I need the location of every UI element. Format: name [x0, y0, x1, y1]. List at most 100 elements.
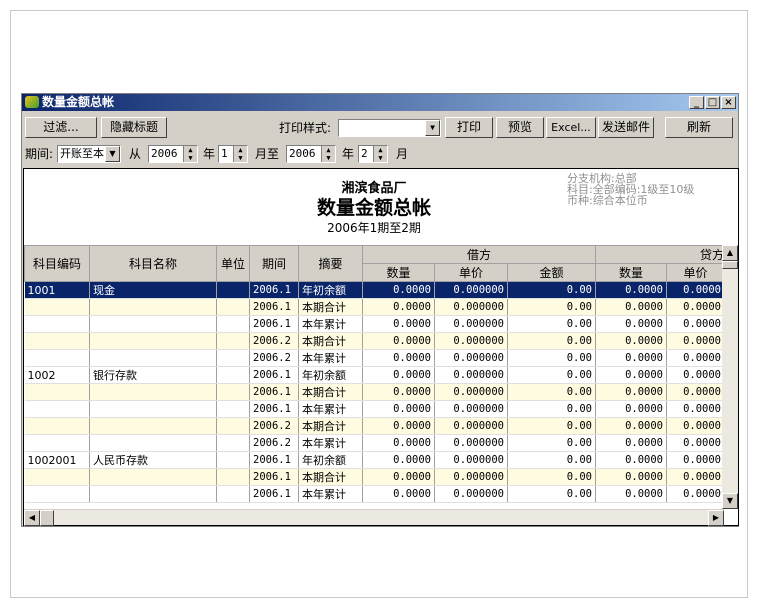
col-unit[interactable]: 单位 [216, 245, 250, 282]
table-row[interactable]: 2006.1 本期合计 0.0000 0.000000 0.00 0.0000 0.0000 [24, 468, 725, 486]
cell-code [24, 315, 90, 333]
cell-period: 2006.1 [249, 315, 299, 333]
cell-credit-price: 0.0000 [666, 400, 725, 418]
preview-button[interactable]: 预览 [496, 117, 544, 138]
filter-button[interactable]: 过滤... [25, 117, 97, 138]
cell-name [89, 400, 217, 418]
hide-title-button[interactable]: 隐藏标题 [101, 117, 167, 138]
month-to-label: 月至 [255, 147, 280, 161]
year-label-2: 年 [342, 147, 355, 161]
scroll-left-icon[interactable]: ◀ [24, 510, 40, 526]
cell-debit-amount: 0.00 [507, 468, 596, 486]
cell-credit-price: 0.0000 [666, 485, 725, 503]
table-row[interactable]: 1002001 人民币存款 2006.1 年初余额 0.0000 0.000000 0.00… [24, 451, 725, 469]
table-row[interactable]: 2006.1 本期合计 0.0000 0.000000 0.00 0.0000 0.0000 [24, 383, 725, 401]
col-name[interactable]: 科目名称 [89, 245, 217, 282]
col-credit-price[interactable]: 单价 [666, 263, 725, 282]
cell-credit-qty: 0.0000 [595, 298, 667, 316]
cell-credit-price: 0.0000 [666, 468, 725, 486]
cell-code [24, 349, 90, 367]
spin-arrows-icon[interactable]: ▲ ▼ [373, 146, 387, 162]
ledger-window: 数量金额总帐 _ □ × 过滤... 隐藏标题 打印样式: ▼ 打印 预览 Ex… [21, 93, 739, 527]
col-debit-amount[interactable]: 金额 [507, 263, 596, 282]
from-month-spinner[interactable]: 1 ▲ ▼ [218, 145, 248, 163]
table-row[interactable]: 2006.2 本期合计 0.0000 0.000000 0.00 0.0000 0.0000 [24, 417, 725, 435]
cell-debit-price: 0.000000 [434, 451, 508, 469]
period-mode-select[interactable]: 开账至本 ▼ [57, 145, 121, 163]
cell-unit [216, 298, 250, 316]
scroll-right-icon[interactable]: ▶ [708, 510, 724, 526]
spin-arrows-icon[interactable]: ▲ ▼ [183, 146, 197, 162]
scroll-down-icon[interactable]: ▼ [722, 493, 738, 509]
table-row[interactable]: 2006.2 本期合计 0.0000 0.000000 0.00 0.0000 0.0000 [24, 332, 725, 350]
vertical-scrollbar[interactable]: ▲ ▼ [722, 245, 738, 509]
cell-debit-price: 0.000000 [434, 434, 508, 452]
hscroll-thumb[interactable] [40, 510, 54, 526]
col-credit-qty[interactable]: 数量 [595, 263, 667, 282]
table-row[interactable]: 2006.1 本年累计 0.0000 0.000000 0.00 0.0000 0.0000 [24, 315, 725, 333]
cell-credit-price: 0.0000 [666, 417, 725, 435]
table-row[interactable]: 1002 银行存款 2006.1 年初余额 0.0000 0.000000 0.00 0.00… [24, 366, 725, 384]
spin-arrows-icon[interactable]: ▲ ▼ [321, 146, 335, 162]
scroll-up-icon[interactable]: ▲ [722, 245, 738, 261]
table-row[interactable]: 2006.1 本年累计 0.0000 0.000000 0.00 0.0000 0.0000 [24, 400, 725, 418]
print-style-select[interactable]: ▼ [338, 119, 441, 137]
col-credit[interactable]: 贷方 [595, 245, 725, 264]
maximize-button[interactable]: □ [705, 96, 720, 109]
cell-name [89, 417, 217, 435]
cell-debit-qty: 0.0000 [362, 315, 435, 333]
cell-code [24, 332, 90, 350]
close-button[interactable]: × [721, 96, 736, 109]
cell-debit-price: 0.000000 [434, 366, 508, 384]
from-month-value: 1 [221, 147, 228, 160]
col-debit-qty[interactable]: 数量 [362, 263, 435, 282]
send-mail-button[interactable]: 发送邮件 [598, 117, 654, 138]
cell-debit-amount: 0.00 [507, 366, 596, 384]
cell-summary: 年初余额 [298, 451, 363, 469]
col-summary[interactable]: 摘要 [298, 245, 363, 282]
cell-debit-price: 0.000000 [434, 400, 508, 418]
scroll-thumb[interactable] [722, 261, 738, 269]
col-debit-price[interactable]: 单价 [434, 263, 508, 282]
cell-debit-qty: 0.0000 [362, 366, 435, 384]
print-button[interactable]: 打印 [445, 117, 493, 138]
col-period[interactable]: 期间 [249, 245, 299, 282]
dropdown-arrow-icon[interactable]: ▼ [105, 146, 120, 162]
cell-summary: 本期合计 [298, 383, 363, 401]
cell-debit-price: 0.000000 [434, 485, 508, 503]
cell-name [89, 315, 217, 333]
col-debit[interactable]: 借方 [362, 245, 596, 264]
spin-arrows-icon[interactable]: ▲ ▼ [233, 146, 247, 162]
table-row[interactable]: 2006.2 本年累计 0.0000 0.000000 0.00 0.0000 0.0000 [24, 434, 725, 452]
table-row[interactable]: 2006.2 本年累计 0.0000 0.000000 0.00 0.0000 0.0000 [24, 349, 725, 367]
table-row[interactable]: 2006.1 本期合计 0.0000 0.000000 0.00 0.0000 0.0000 [24, 298, 725, 316]
table-row[interactable]: 2006.1 本年累计 0.0000 0.000000 0.00 0.0000 0.0000 [24, 485, 725, 503]
cell-period: 2006.1 [249, 383, 299, 401]
horizontal-scrollbar[interactable]: ◀ ▶ [24, 509, 724, 526]
cell-name [89, 468, 217, 486]
cell-code [24, 298, 90, 316]
minimize-button[interactable]: _ [689, 96, 704, 109]
dropdown-arrow-icon[interactable]: ▼ [425, 120, 440, 136]
table-row[interactable]: 1001 现金 2006.1 年初余额 0.0000 0.000000 0.00 0.0000… [24, 281, 725, 299]
app-icon [25, 96, 39, 108]
cell-debit-qty: 0.0000 [362, 417, 435, 435]
cell-debit-qty: 0.0000 [362, 281, 435, 299]
cell-debit-price: 0.000000 [434, 468, 508, 486]
refresh-button[interactable]: 刷新 [665, 117, 733, 138]
cell-debit-price: 0.000000 [434, 281, 508, 299]
meta-branch: 分支机构:总部 [567, 172, 637, 185]
to-month-spinner[interactable]: 2 ▲ ▼ [358, 145, 388, 163]
col-code[interactable]: 科目编码 [24, 245, 90, 282]
excel-button[interactable]: Excel... [546, 117, 596, 138]
to-year-spinner[interactable]: 2006 ▲ ▼ [286, 145, 336, 163]
cell-code [24, 400, 90, 418]
cell-credit-price: 0.0000 [666, 349, 725, 367]
cell-credit-qty: 0.0000 [595, 468, 667, 486]
from-year-spinner[interactable]: 2006 ▲ ▼ [148, 145, 198, 163]
cell-period: 2006.1 [249, 366, 299, 384]
cell-debit-qty: 0.0000 [362, 349, 435, 367]
cell-period: 2006.2 [249, 349, 299, 367]
cell-debit-qty: 0.0000 [362, 434, 435, 452]
cell-summary: 本年累计 [298, 315, 363, 333]
